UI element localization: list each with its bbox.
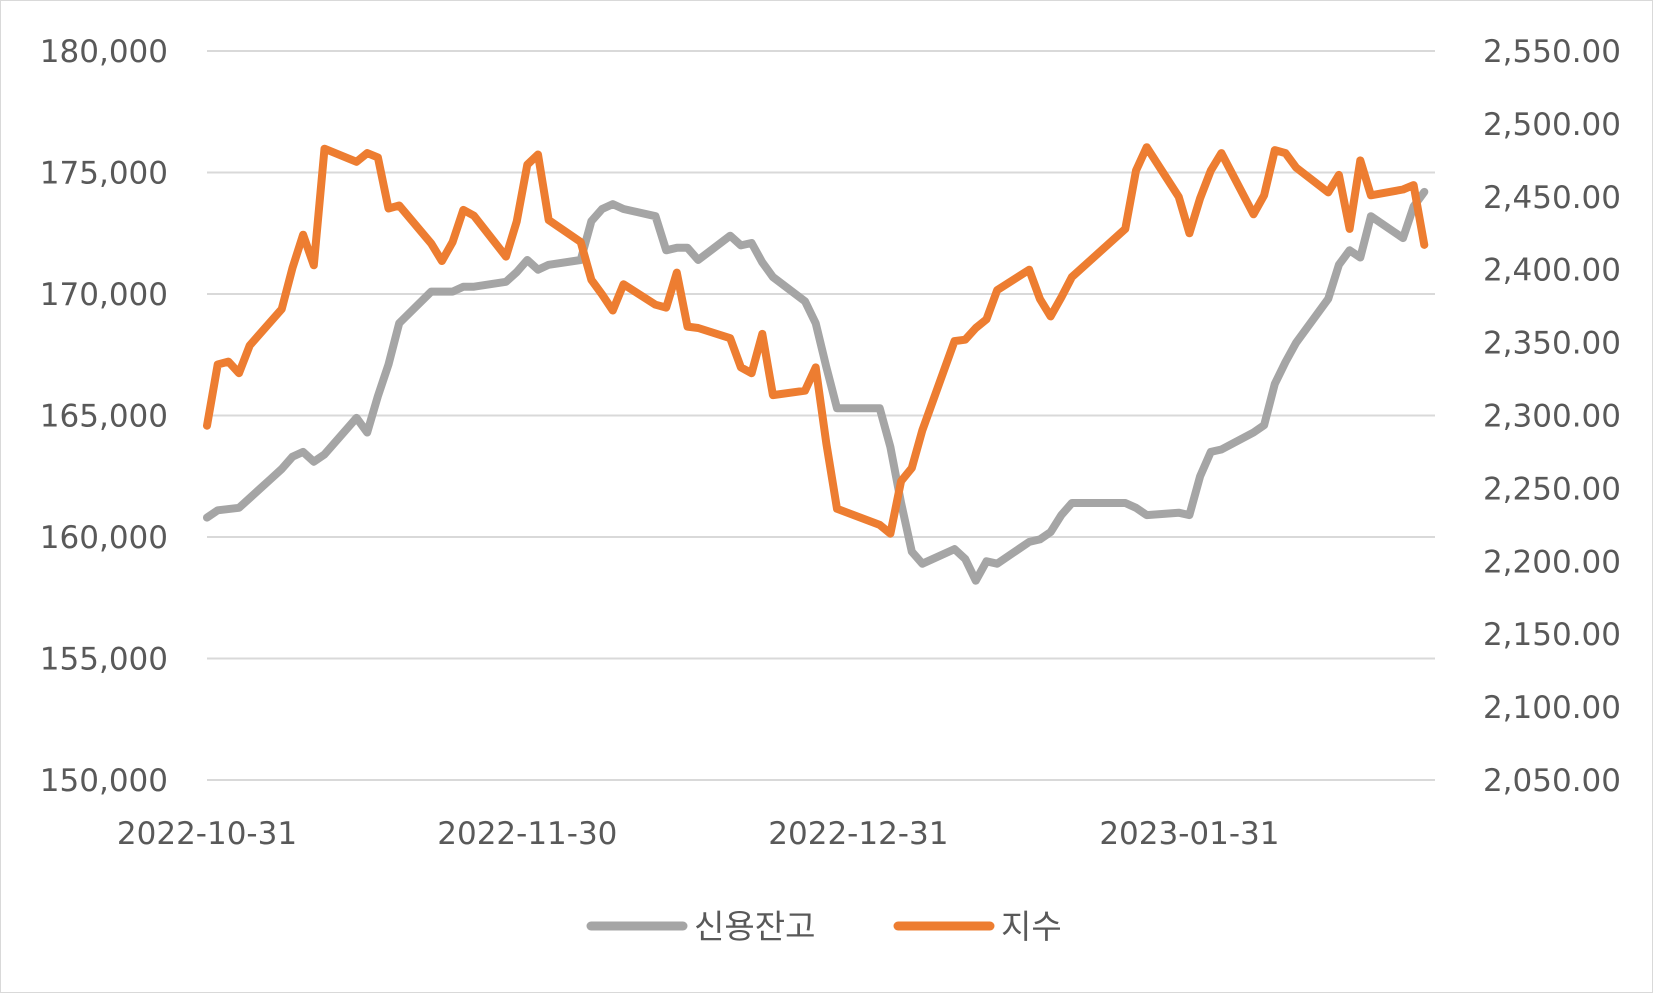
series-line-credit-balance <box>203 187 1429 585</box>
left-y-tick-label: 160,000 <box>40 520 168 556</box>
legend-label: 신용잔고 <box>694 907 815 946</box>
left-y-tick-label: 150,000 <box>40 763 168 799</box>
right-y-tick-label: 2,300.00 <box>1483 399 1621 435</box>
series-lines <box>203 143 1429 585</box>
right-y-tick-label: 2,250.00 <box>1483 471 1621 507</box>
legend: 신용잔고 지수 <box>586 907 1062 946</box>
right-y-tick-label: 2,200.00 <box>1483 544 1621 580</box>
series-line-index <box>203 143 1429 538</box>
right-y-tick-label: 2,150.00 <box>1483 617 1621 653</box>
right-y-axis: 2,050.00 2,100.00 2,150.00 2,200.00 2,250.00… <box>1483 34 1621 799</box>
right-y-tick-label: 2,050.00 <box>1483 763 1621 799</box>
x-tick-label: 2022-10-31 <box>117 816 297 852</box>
x-axis: 2022-10-31 2022-11-30 2022-12-31 2023-01-31 <box>117 816 1280 852</box>
left-y-tick-label: 180,000 <box>40 34 168 70</box>
right-y-tick-label: 2,350.00 <box>1483 326 1621 362</box>
left-y-tick-label: 165,000 <box>40 399 168 435</box>
right-y-tick-label: 2,400.00 <box>1483 253 1621 289</box>
x-tick-label: 2022-11-30 <box>437 816 617 852</box>
right-y-tick-label: 2,450.00 <box>1483 180 1621 216</box>
gridlines <box>207 50 1435 781</box>
left-y-tick-label: 175,000 <box>40 156 168 192</box>
left-y-tick-label: 155,000 <box>40 642 168 678</box>
x-tick-label: 2022-12-31 <box>768 816 948 852</box>
left-y-axis: 150,000 155,000 160,000 165,000 170,000 175,0… <box>40 34 168 799</box>
right-y-tick-label: 2,100.00 <box>1483 690 1621 726</box>
left-y-tick-label: 170,000 <box>40 277 168 313</box>
x-tick-label: 2023-01-31 <box>1099 816 1279 852</box>
right-y-tick-label: 2,500.00 <box>1483 107 1621 143</box>
legend-label: 지수 <box>1001 907 1062 946</box>
right-y-tick-label: 2,550.00 <box>1483 34 1621 70</box>
